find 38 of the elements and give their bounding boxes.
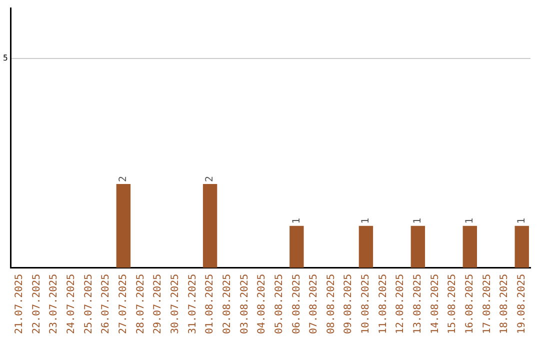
x-tick-label: 05.08.2025 (274, 274, 285, 334)
x-tick-label: 16.08.2025 (464, 274, 476, 334)
data-label: 1 (464, 218, 476, 224)
x-tick-label: 04.08.2025 (256, 274, 268, 334)
data-label: 2 (118, 176, 130, 182)
data-label: 1 (291, 218, 302, 224)
x-tick-label: 09.08.2025 (343, 274, 354, 334)
x-tick-label: 11.08.2025 (378, 274, 389, 334)
x-tick-label: 01.08.2025 (204, 274, 216, 334)
x-tick-label: 18.08.2025 (499, 274, 510, 334)
x-tick-label: 10.08.2025 (360, 274, 372, 334)
x-tick-label: 26.07.2025 (100, 274, 112, 334)
x-tick-label: 21.07.2025 (14, 274, 26, 334)
x-tick-label: 27.07.2025 (118, 274, 130, 334)
x-tick-label: 03.08.2025 (239, 274, 250, 334)
x-tick-label: 24.07.2025 (66, 274, 78, 334)
data-label: 1 (516, 218, 528, 224)
x-tick-label: 29.07.2025 (152, 274, 164, 334)
data-label: 1 (360, 218, 372, 224)
x-tick-label: 31.07.2025 (187, 274, 198, 334)
y-tick-label: 5 (2, 53, 8, 62)
data-label: 2 (204, 176, 216, 182)
x-tick-label: 13.08.2025 (412, 274, 424, 334)
x-tick-label: 06.08.2025 (291, 274, 302, 334)
x-tick-label: 22.07.2025 (31, 274, 42, 334)
x-tick-label: 02.08.2025 (222, 274, 233, 334)
x-tick-label: 23.07.2025 (48, 274, 60, 334)
x-tick-label: 17.08.2025 (482, 274, 493, 334)
x-tick-label: 14.08.2025 (430, 274, 441, 334)
x-tick-label: 12.08.2025 (395, 274, 406, 334)
x-tick-label: 08.08.2025 (326, 274, 337, 334)
x-tick-label: 25.07.2025 (83, 274, 94, 334)
x-tick-label: 28.07.2025 (135, 274, 146, 334)
x-tick-label: 30.07.2025 (170, 274, 181, 334)
data-label: 1 (412, 218, 424, 224)
x-tick-label: 19.08.2025 (516, 274, 528, 334)
x-tick-label: 15.08.2025 (447, 274, 458, 334)
x-tick-label: 07.08.2025 (308, 274, 320, 334)
